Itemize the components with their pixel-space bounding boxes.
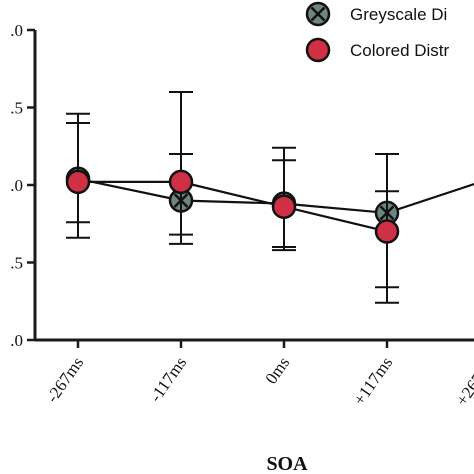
legend-item: Greyscale Di xyxy=(305,1,447,27)
y-tick-label: .5 xyxy=(10,99,23,118)
series-colored xyxy=(65,91,400,289)
x-tick-label: -117ms xyxy=(146,353,190,405)
colored-point xyxy=(65,169,91,195)
point-circle xyxy=(374,219,400,244)
legend-marker xyxy=(305,37,331,63)
x-axis-title: SOA xyxy=(266,453,308,474)
chart-axes xyxy=(33,30,474,342)
legend: Greyscale Di Colored Distr xyxy=(305,1,450,63)
point-circle xyxy=(65,169,91,195)
y-axis-ticks: .0 .5 .0 .5 .0 xyxy=(10,21,35,350)
series-layer xyxy=(65,91,474,304)
x-tick-label: -267ms xyxy=(42,353,87,406)
point-circle xyxy=(271,194,297,219)
y-tick-label: .0 xyxy=(10,331,23,350)
series-line xyxy=(78,180,388,233)
x-tick-label: +267ms xyxy=(452,353,474,409)
legend-label: Greyscale Di xyxy=(350,5,447,24)
colored-point xyxy=(271,194,297,219)
y-tick-label: .0 xyxy=(10,21,23,40)
legend-item: Colored Distr xyxy=(305,37,450,63)
series-greyscale xyxy=(65,112,474,304)
colored-point xyxy=(168,169,194,195)
legend-cross xyxy=(310,6,326,22)
point-circle xyxy=(168,169,194,195)
x-axis-ticks: -267ms -117ms 0ms +117ms +267ms xyxy=(42,340,474,409)
y-tick-label: .5 xyxy=(10,254,23,273)
x-tick-label: +117ms xyxy=(350,353,397,408)
x-tick-label: 0ms xyxy=(261,353,293,387)
colored-point xyxy=(374,219,400,244)
legend-label: Colored Distr xyxy=(350,41,450,60)
y-tick-label: .0 xyxy=(10,176,23,195)
